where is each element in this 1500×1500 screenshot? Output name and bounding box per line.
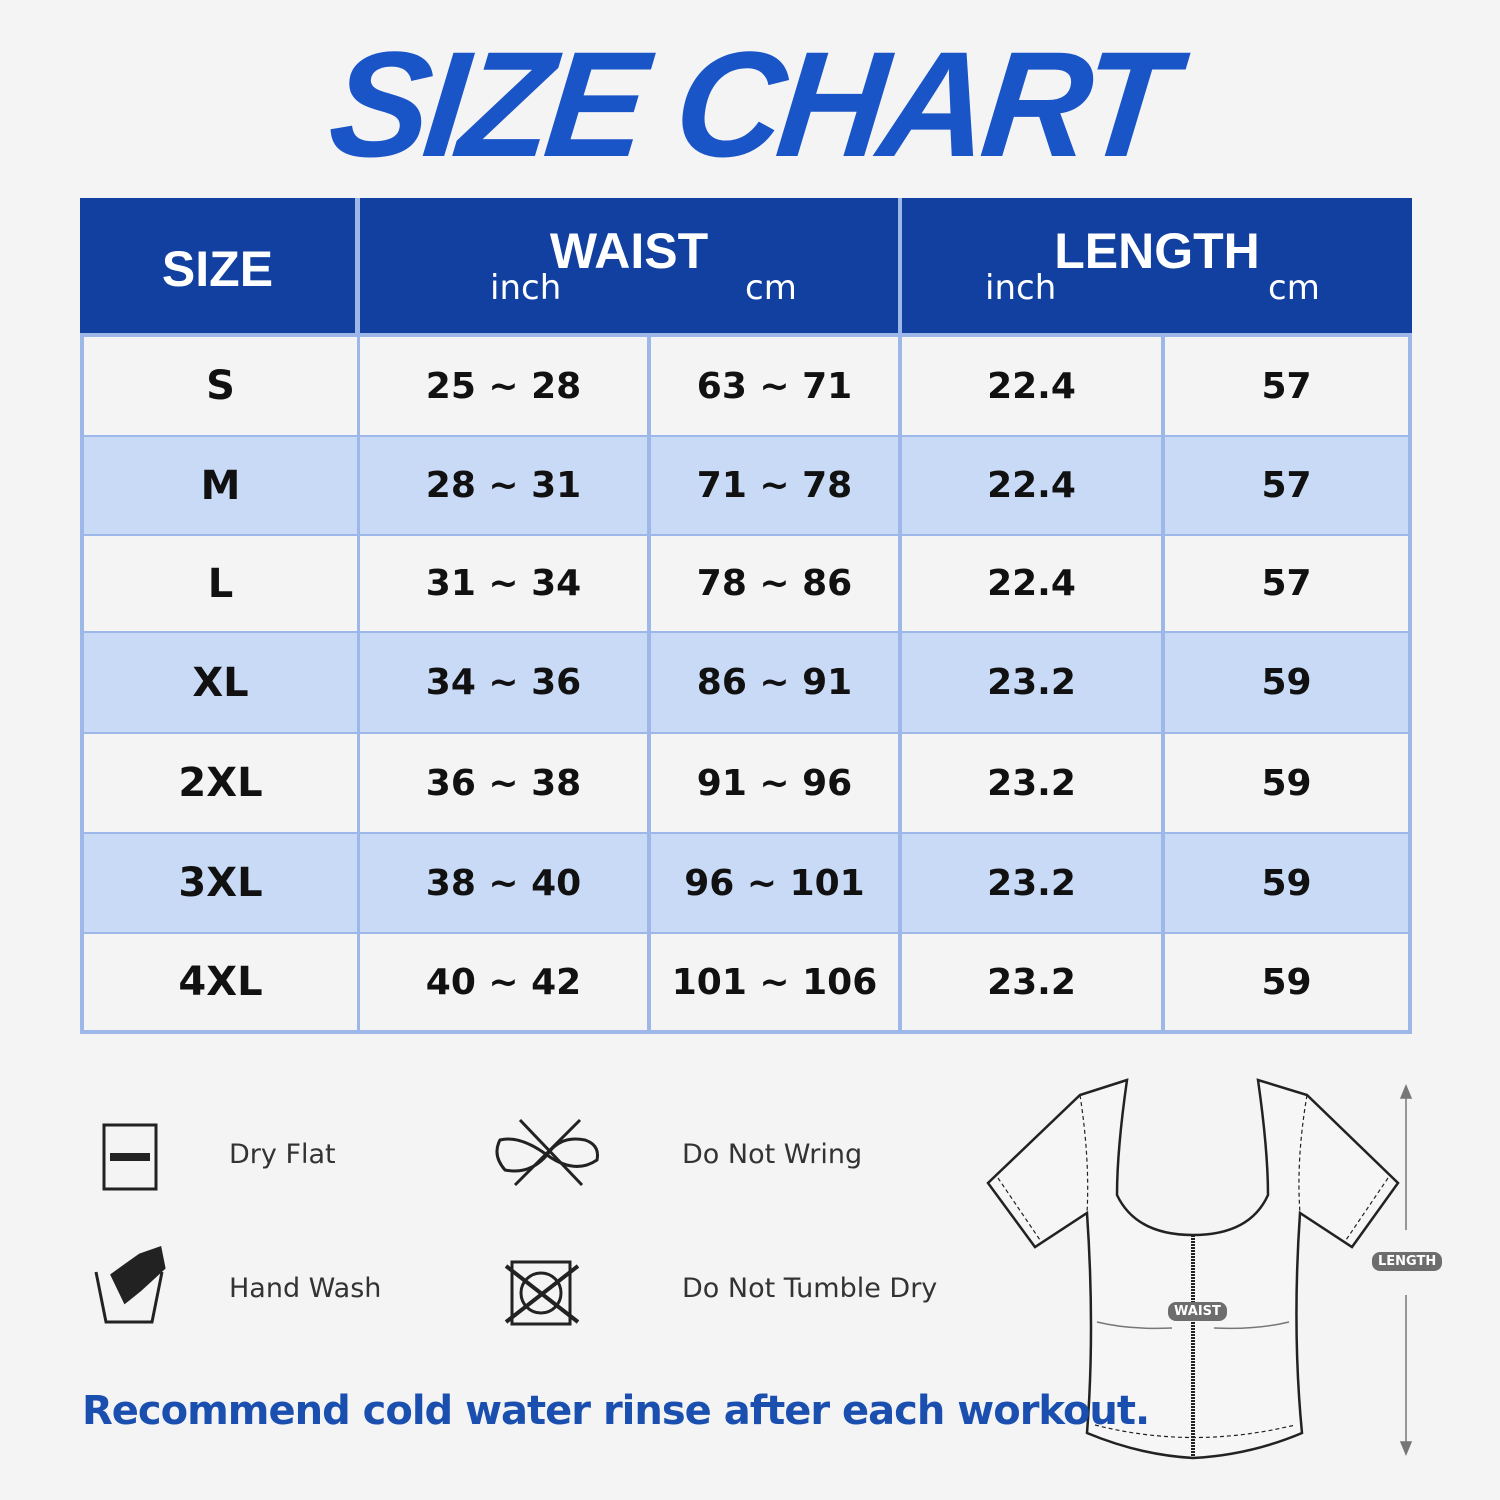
garment-diagram <box>986 1078 1413 1460</box>
cell-length-cm: 59 <box>1165 834 1408 932</box>
header-length-inch: inch <box>985 268 1057 308</box>
header-length-label: LENGTH <box>1054 223 1260 279</box>
cell-length-cm: 57 <box>1165 536 1408 631</box>
cell-waist-inch: 40 ~ 42 <box>360 934 647 1030</box>
cell-length-inch: 22.4 <box>902 337 1161 435</box>
cell-waist-cm: 63 ~ 71 <box>651 337 898 435</box>
size-table: SIZE WAIST inch cm LENGTH inch cm S 25 ~ … <box>80 198 1412 1034</box>
cell-length-inch: 22.4 <box>902 536 1161 631</box>
cell-length-cm: 59 <box>1165 734 1408 832</box>
do-not-tumble-dry-icon <box>504 1260 580 1326</box>
header-size-label: SIZE <box>161 241 274 297</box>
cell-length-inch: 23.2 <box>902 834 1161 932</box>
cell-length-inch: 23.2 <box>902 934 1161 1030</box>
cell-waist-cm: 91 ~ 96 <box>651 734 898 832</box>
header-length-cm: cm <box>1268 268 1320 308</box>
waist-tag: WAIST <box>1168 1302 1227 1321</box>
cell-waist-inch: 25 ~ 28 <box>360 337 647 435</box>
cell-length-inch: 23.2 <box>902 633 1161 732</box>
care-note: Recommend cold water rinse after each wo… <box>82 1388 1150 1434</box>
cell-waist-cm: 86 ~ 91 <box>651 633 898 732</box>
header-waist: WAIST inch cm <box>360 198 898 333</box>
cell-length-inch: 23.2 <box>902 734 1161 832</box>
cell-size: XL <box>84 633 357 732</box>
cell-waist-cm: 71 ~ 78 <box>651 437 898 534</box>
care-label-do-not-tumble-dry: Do Not Tumble Dry <box>682 1273 938 1304</box>
cell-waist-cm: 96 ~ 101 <box>651 834 898 932</box>
header-waist-inch: inch <box>490 268 562 308</box>
cell-length-cm: 57 <box>1165 337 1408 435</box>
cell-length-cm: 59 <box>1165 633 1408 732</box>
length-tag: LENGTH <box>1372 1252 1443 1271</box>
cell-waist-inch: 31 ~ 34 <box>360 536 647 631</box>
header-length: LENGTH inch cm <box>902 198 1412 333</box>
cell-waist-cm: 101 ~ 106 <box>651 934 898 1030</box>
cell-length-cm: 57 <box>1165 437 1408 534</box>
header-waist-cm: cm <box>745 268 797 308</box>
cell-size: L <box>84 536 357 631</box>
cell-size: M <box>84 437 357 534</box>
cell-waist-inch: 28 ~ 31 <box>360 437 647 534</box>
hand-wash-icon <box>94 1246 166 1324</box>
cell-waist-inch: 36 ~ 38 <box>360 734 647 832</box>
do-not-wring-icon <box>495 1118 599 1187</box>
care-label-dry-flat: Dry Flat <box>229 1139 336 1170</box>
header-size: SIZE <box>80 198 355 333</box>
cell-waist-inch: 34 ~ 36 <box>360 633 647 732</box>
cell-length-cm: 59 <box>1165 934 1408 1030</box>
dry-flat-icon <box>102 1123 158 1191</box>
care-label-do-not-wring: Do Not Wring <box>682 1139 863 1170</box>
cell-waist-cm: 78 ~ 86 <box>651 536 898 631</box>
cell-waist-inch: 38 ~ 40 <box>360 834 647 932</box>
cell-size: S <box>84 337 357 435</box>
cell-length-inch: 22.4 <box>902 437 1161 534</box>
care-label-hand-wash: Hand Wash <box>229 1273 382 1304</box>
cell-size: 4XL <box>84 934 357 1030</box>
cell-size: 3XL <box>84 834 357 932</box>
cell-size: 2XL <box>84 734 357 832</box>
header-waist-label: WAIST <box>549 223 709 279</box>
